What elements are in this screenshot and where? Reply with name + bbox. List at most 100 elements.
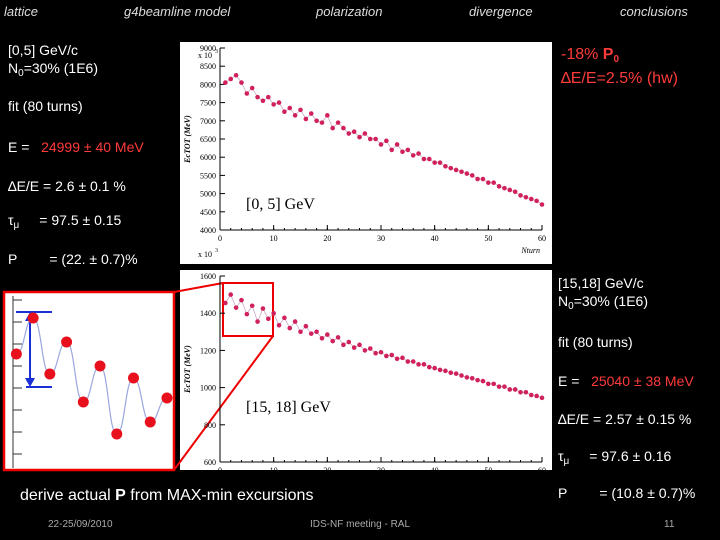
- top-plot-data-point: [271, 102, 276, 107]
- bottom-plot-data-point: [292, 319, 298, 324]
- right-top-line1: -18% P0: [561, 46, 620, 65]
- top-plot-data-point: [427, 156, 432, 162]
- top-plot-data-point: [410, 153, 416, 158]
- bottom-plot-data-point: [475, 377, 480, 383]
- bottom-plot-data-point: [416, 362, 421, 367]
- top-plot-y-tick-label: 5000: [200, 190, 216, 199]
- top-plot-data-point: [223, 80, 228, 85]
- top-plot-data-point: [298, 107, 303, 113]
- bottom-plot-data-point: [421, 362, 427, 367]
- top-y-multiplier-exp: 3: [215, 49, 218, 55]
- right-top-line2: ∆E/E=2.5% (hw): [561, 70, 678, 87]
- bottom-y-multiplier: x 10: [198, 250, 212, 259]
- bottom-plot-data-point: [432, 365, 437, 371]
- bottom-plot-data-point: [448, 370, 454, 376]
- zoom-data-point: [44, 368, 56, 380]
- top-plot-data-point: [346, 131, 352, 136]
- top-plot-data-point: [394, 142, 400, 147]
- top-plot-data-point: [244, 91, 250, 96]
- top-plot-data-point: [384, 138, 389, 144]
- bottom-plot-data-point: [335, 335, 341, 340]
- left-energy: E = 24999 ± 40 MeV: [8, 139, 144, 155]
- bottom-plot-data-point: [319, 336, 325, 341]
- bottom-plot-data-point: [427, 364, 432, 370]
- top-plot-data-point: [292, 113, 298, 118]
- bottom-plot-data-point: [351, 345, 357, 350]
- top-plot-data-point: [249, 85, 255, 91]
- top-plot-data-point: [502, 185, 507, 191]
- bottom-plot-data-point: [502, 384, 507, 389]
- top-plot-data-point: [308, 111, 314, 116]
- bottom-plot-data-point: [534, 393, 539, 399]
- top-plot-data-point: [341, 125, 346, 131]
- top-plot-data-point: [405, 147, 411, 153]
- bottom-plot-panel: [180, 270, 552, 470]
- zoom-panel-border: [2, 290, 176, 472]
- zoom-data-point: [27, 312, 39, 324]
- top-plot-data-point: [362, 131, 368, 136]
- bottom-plot-data-point: [346, 339, 352, 345]
- bottom-plot-data-point: [325, 332, 330, 337]
- top-plot-data-point: [469, 173, 475, 178]
- right-energy: E = 25040 ± 38 MeV: [558, 373, 694, 389]
- top-y-multiplier: x 10: [198, 51, 212, 60]
- top-plot-data-point: [303, 116, 309, 122]
- top-plot-data-point: [378, 142, 384, 147]
- top-plot-annotation: [0, 5] GeV: [246, 196, 315, 213]
- top-plot-data-point: [400, 149, 405, 155]
- nav-item-conclusions[interactable]: conclusions: [620, 4, 688, 19]
- top-plot-data-point: [357, 134, 362, 140]
- top-plot-data-point: [507, 187, 513, 193]
- bottom-plot-data-point: [453, 371, 459, 376]
- bottom-plot-x-tick-label: 60: [538, 466, 546, 475]
- top-plot-y-tick-label: 5500: [200, 171, 216, 180]
- bottom-plot-data-point: [459, 373, 464, 378]
- bottom-plot-data-point: [496, 384, 502, 389]
- nav-item-lattice[interactable]: lattice: [4, 4, 38, 19]
- bottom-plot-y-tick-label: 1200: [200, 346, 216, 355]
- top-plot-data-point: [496, 184, 502, 189]
- amplitude-arrow-head-down: [25, 378, 35, 387]
- bottom-plot-data-point: [539, 395, 545, 401]
- nav-item-polarization[interactable]: polarization: [316, 4, 383, 19]
- bottom-y-multiplier-exp: 3: [215, 248, 218, 254]
- bottom-plot-x-tick-label: 30: [377, 466, 385, 475]
- top-plot-data-point: [539, 202, 545, 207]
- bottom-plot-data-point: [314, 329, 319, 335]
- bottom-plot-data-point: [523, 389, 529, 395]
- bottom-plot-y-tick-label: 1000: [200, 384, 216, 393]
- zoom-data-point: [94, 360, 106, 372]
- top-plot-x-tick-label: 20: [323, 234, 331, 243]
- zoom-series-line: [16, 317, 168, 435]
- top-plot-y-tick-label: 7500: [200, 99, 216, 108]
- bottom-plot-data-point: [384, 353, 389, 359]
- top-plot-panel: [180, 42, 552, 264]
- bottom-plot-data-point: [373, 350, 378, 356]
- top-plot-data-point: [314, 118, 319, 124]
- top-plot-data-point: [276, 100, 282, 105]
- top-plot-data-point: [266, 94, 271, 100]
- right-dee: ∆E/E = 2.57 ± 0.15 %: [558, 411, 692, 427]
- nav-item-divergence[interactable]: divergence: [469, 4, 533, 19]
- nav-item-model[interactable]: g4beamline model: [124, 4, 231, 19]
- bottom-plot-y-tick-label: 800: [204, 421, 216, 430]
- bottom-plot-data-point: [486, 381, 491, 387]
- bottom-plot-data-point: [298, 329, 303, 335]
- top-plot-x-tick-label: 10: [270, 234, 278, 243]
- bottom-plot-x-tick-label: 50: [484, 466, 492, 475]
- footer-meeting: IDS-NF meeting - RAL: [310, 519, 411, 530]
- top-plot-data-point: [528, 196, 534, 202]
- bottom-plot-data-point: [330, 338, 336, 344]
- top-plot-data-point: [464, 171, 470, 176]
- bottom-plot-data-point: [255, 319, 260, 324]
- top-plot-data-point: [389, 147, 395, 153]
- top-plot-x-tick-label: 60: [538, 234, 546, 243]
- bottom-plot-annotation: [15, 18] GeV: [246, 399, 331, 416]
- left-fit: fit (80 turns): [8, 98, 83, 114]
- left-dee: ∆E/E = 2.6 ± 0.1 %: [8, 178, 126, 194]
- bottom-plot-data-point: [239, 297, 244, 303]
- top-plot-data-point: [512, 189, 518, 195]
- right-tau: τμ = 97.6 ± 0.16: [558, 448, 672, 467]
- bottom-plot-data-point: [271, 310, 276, 316]
- right-n0: N0=30% (1E6): [558, 293, 649, 312]
